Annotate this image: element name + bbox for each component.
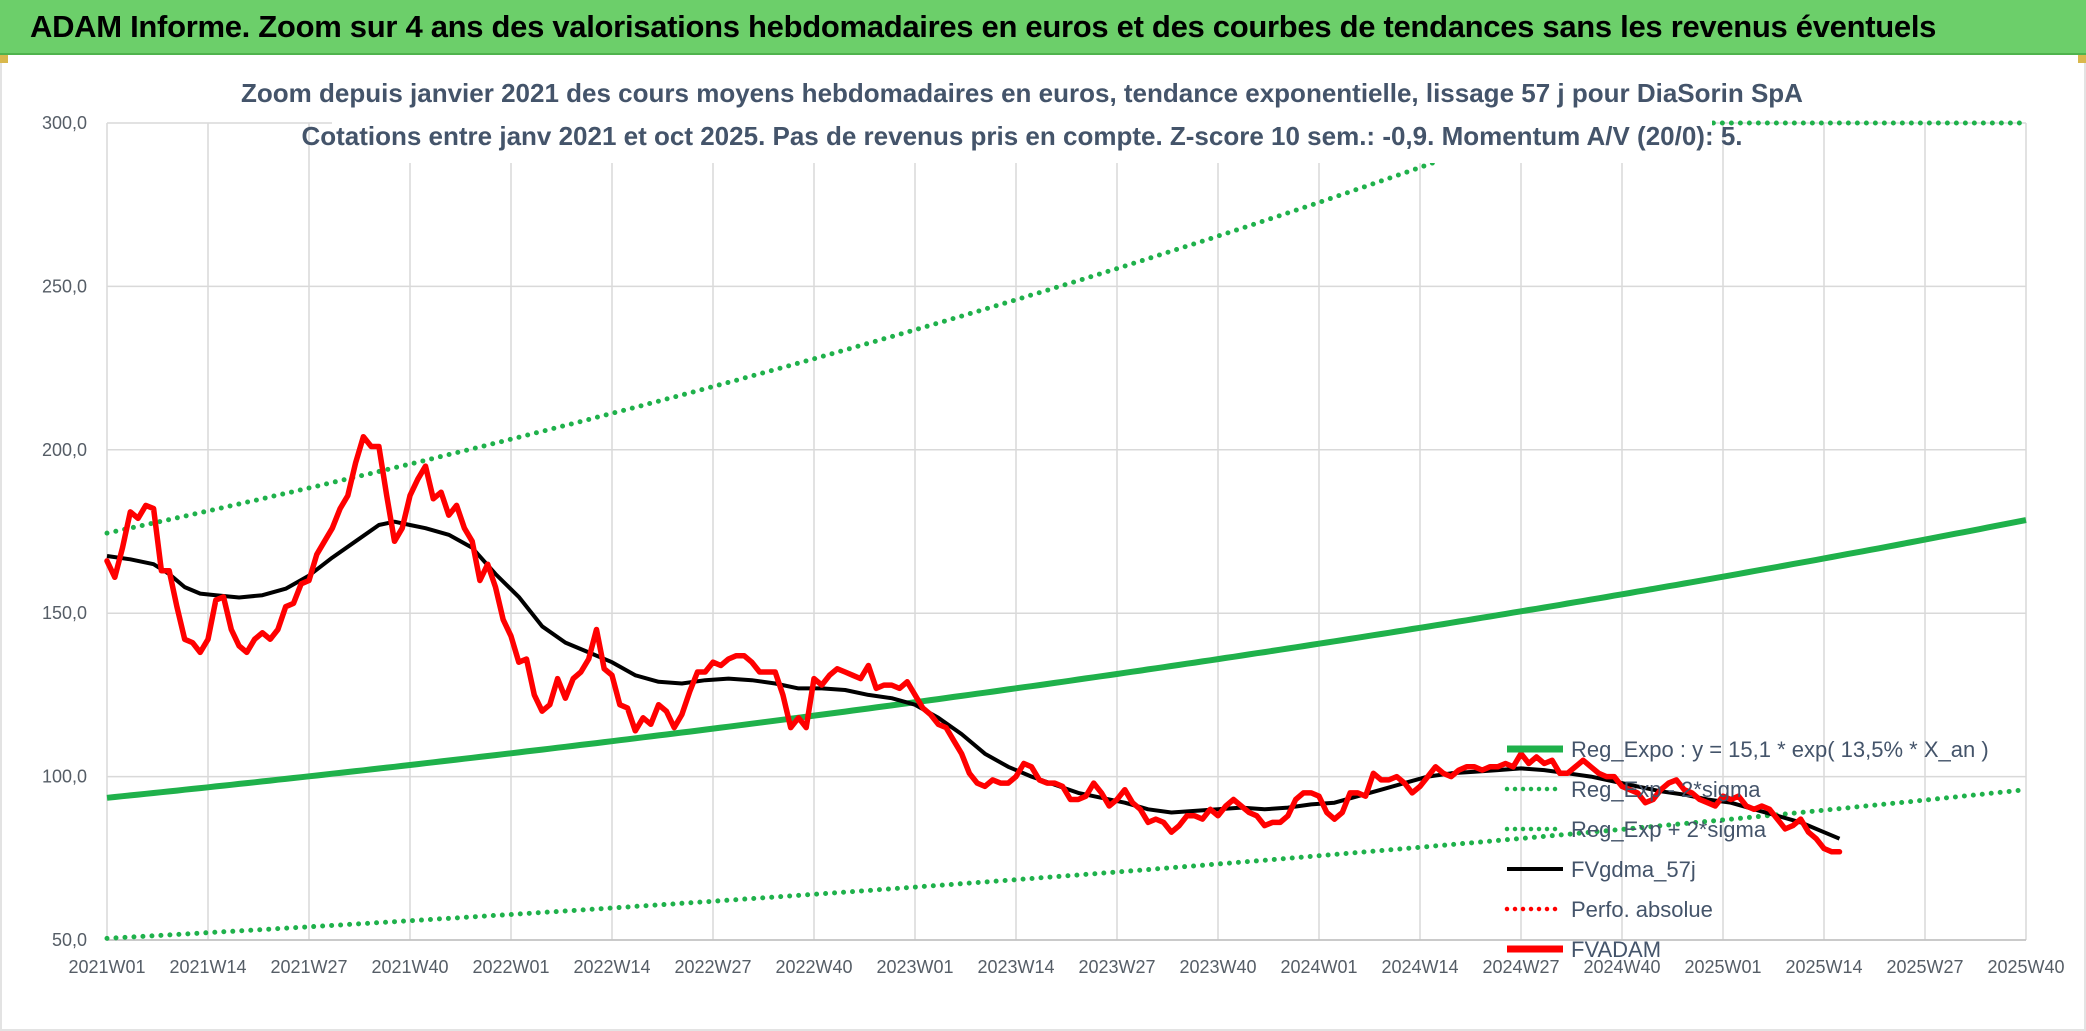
legend-label: FVgdma_57j bbox=[1571, 857, 1696, 882]
x-tick-label: 2021W14 bbox=[169, 957, 246, 977]
report-banner: ADAM Informe. Zoom sur 4 ans des valoris… bbox=[0, 0, 2086, 55]
x-tick-label: 2023W27 bbox=[1078, 957, 1155, 977]
x-tick-label: 2023W40 bbox=[1179, 957, 1256, 977]
x-tick-label: 2022W27 bbox=[674, 957, 751, 977]
y-tick-label: 250,0 bbox=[42, 276, 87, 296]
y-tick-label: 300,0 bbox=[42, 113, 87, 133]
legend-label: Reg_Exp + 2*sigma bbox=[1571, 817, 1767, 842]
report-title: ADAM Informe. Zoom sur 4 ans des valoris… bbox=[30, 8, 1937, 44]
title-background bbox=[332, 55, 1712, 163]
frame-corner-left bbox=[0, 55, 8, 63]
grid-layer bbox=[106, 122, 2027, 941]
legend-label: Reg_Exp - 2*sigma bbox=[1571, 777, 1761, 802]
price-chart: Zoom depuis janvier 2021 des cours moyen… bbox=[42, 55, 2065, 977]
x-tick-label: 2022W01 bbox=[472, 957, 549, 977]
x-tick-label: 2024W14 bbox=[1381, 957, 1458, 977]
x-tick-label: 2025W14 bbox=[1785, 957, 1862, 977]
legend-label: Perfo. absolue bbox=[1571, 897, 1713, 922]
trend-lower-line bbox=[104, 787, 2029, 941]
chart-frame bbox=[0, 55, 2086, 1031]
legend: Reg_Expo : y = 15,1 * exp( 13,5% * X_an … bbox=[1504, 737, 1989, 962]
y-tick-label: 200,0 bbox=[42, 440, 87, 460]
moving-average-line bbox=[106, 519, 1841, 841]
x-tick-label: 2022W40 bbox=[775, 957, 852, 977]
x-tick-label: 2025W40 bbox=[1987, 957, 2064, 977]
x-tick-label: 2021W40 bbox=[371, 957, 448, 977]
y-tick-label: 150,0 bbox=[42, 603, 87, 623]
axis-layer: 50,0 100,0 150,0 200,0 250,0 300,0 2021W01 2021… bbox=[42, 113, 2065, 977]
y-tick-label: 100,0 bbox=[42, 767, 87, 787]
chart-title: Zoom depuis janvier 2021 des cours moyen… bbox=[241, 78, 1803, 108]
x-tick-label: 2023W14 bbox=[977, 957, 1054, 977]
chart-subtitle: Cotations entre janv 2021 et oct 2025. P… bbox=[301, 121, 1742, 151]
x-tick-label: 2021W27 bbox=[270, 957, 347, 977]
x-tick-label: 2022W14 bbox=[573, 957, 650, 977]
x-tick-label: 2025W01 bbox=[1684, 957, 1761, 977]
legend-label: FVADAM bbox=[1571, 937, 1661, 962]
legend-label: Reg_Expo : y = 15,1 * exp( 13,5% * X_an … bbox=[1571, 737, 1989, 762]
price-line bbox=[104, 433, 1843, 855]
x-tick-label: 2024W40 bbox=[1583, 957, 1660, 977]
x-tick-label: 2023W01 bbox=[876, 957, 953, 977]
x-tick-label: 2025W27 bbox=[1886, 957, 1963, 977]
x-tick-label: 2024W01 bbox=[1280, 957, 1357, 977]
x-tick-label: 2024W27 bbox=[1482, 957, 1559, 977]
trend-upper-line bbox=[104, 120, 2029, 536]
frame-corner-right bbox=[2078, 55, 2086, 63]
y-tick-label: 50,0 bbox=[52, 930, 87, 950]
chart-title-block: Zoom depuis janvier 2021 des cours moyen… bbox=[241, 55, 1803, 163]
trend-line bbox=[106, 517, 2027, 801]
x-tick-label: 2021W01 bbox=[68, 957, 145, 977]
